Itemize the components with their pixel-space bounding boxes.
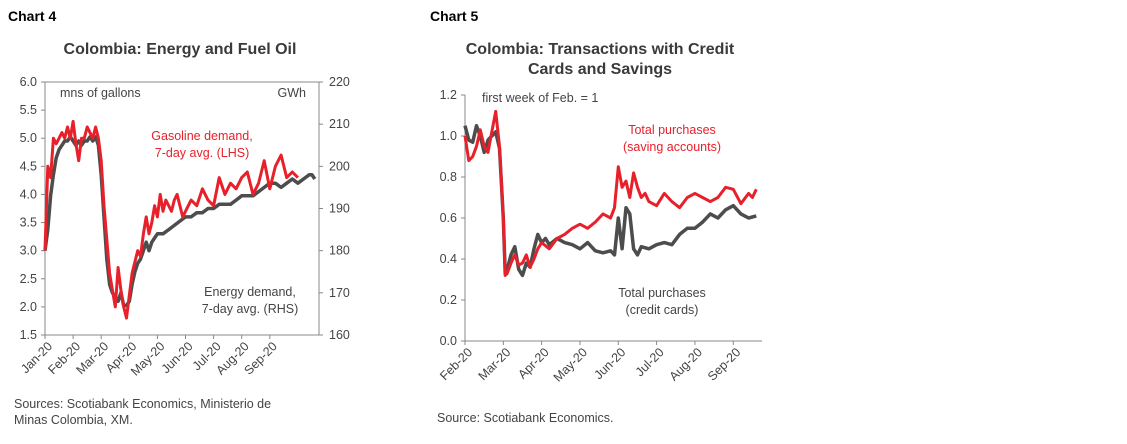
chart5-title-line2: Cards and Savings [527, 61, 673, 78]
chart4-ytick-right-label: 160 [329, 328, 350, 342]
chart4-ylabel-left: mns of gallons [60, 86, 141, 100]
chart5-ytick-label: 0.4 [440, 252, 457, 266]
chart5-ytick-label: 0.6 [440, 211, 457, 225]
chart5-xtick-label: Mar-20 [476, 345, 514, 383]
chart5-savings-label-1: Total purchases [628, 123, 716, 137]
chart4-source-line2: Minas Colombia, XM. [14, 413, 133, 427]
chart4-ytick-right-label: 200 [329, 159, 350, 173]
chart5-xtick-label: Apr-20 [515, 345, 551, 381]
chart4-ytick-right-label: 190 [329, 202, 350, 216]
chart4-series-energy [43, 135, 317, 308]
chart5: 0.0 0.2 0.4 0.6 0.8 1.0 1.2 Feb-20 Mar-20 Apr-20… [437, 88, 762, 385]
chart5-ytick-label: 1.2 [440, 88, 457, 102]
chart5-ytick-label: 0.2 [440, 293, 457, 307]
chart4-ytick-right-label: 210 [329, 117, 350, 131]
chart4-label: Chart 4 [8, 8, 57, 24]
chart4-ytick-left-label: 4.5 [20, 159, 37, 173]
chart4-ytick-left-label: 2.5 [20, 272, 37, 286]
chart5-series [463, 109, 758, 278]
chart4-ytick-left-label: 2.0 [20, 300, 37, 314]
chart5-title: Colombia: Transactions with Credit Cards… [430, 40, 770, 80]
chart4-ytick-right-label: 220 [329, 75, 350, 89]
chart4-yticks-left: 1.5 2.0 2.5 3.0 3.5 4.0 4.5 5.0 5.5 6.0 [20, 75, 45, 342]
chart5-xtick-label: Jul-20 [633, 345, 667, 379]
chart4-source: Sources: Scotiabank Economics, Ministeri… [14, 396, 271, 428]
chart5-xtick-label: May-20 [551, 345, 590, 384]
chart4-ytick-left-label: 1.5 [20, 328, 37, 342]
chart4: 1.5 2.0 2.5 3.0 3.5 4.0 4.5 5.0 5.5 6.0 160 170 180… [18, 75, 350, 379]
chart4-ytick-left-label: 3.5 [20, 216, 37, 230]
chart5-ytick-label: 1.0 [440, 129, 457, 143]
chart4-ytick-left-label: 3.0 [20, 244, 37, 258]
chart4-ytick-left-label: 6.0 [20, 75, 37, 89]
chart5-xtick-label: Aug-20 [667, 345, 705, 383]
chart4-ytick-right-label: 170 [329, 286, 350, 300]
chart4-ytick-left-label: 5.5 [20, 103, 37, 117]
chart4-series-gasoline [43, 119, 299, 320]
chart4-xticks: Jan-20Feb-20Mar-20Apr-20May-20Jun-20Jul-… [18, 335, 280, 379]
chart5-xtick-label: Feb-20 [437, 345, 475, 383]
chart4-yticks-right: 160 170 180 190 200 210 220 [319, 75, 350, 342]
chart4-energy-label-2: 7-day avg. (RHS) [202, 302, 299, 316]
chart4-ytick-left-label: 5.0 [20, 131, 37, 145]
chart5-xtick-label: Sep-20 [705, 345, 743, 383]
chart4-source-line1: Sources: Scotiabank Economics, Ministeri… [14, 397, 272, 411]
chart5-title-line1: Colombia: Transactions with Credit [465, 41, 735, 58]
chart4-gasoline-label-2: 7-day avg. (LHS) [155, 146, 249, 160]
chart4-energy-label-1: Energy demand, [204, 285, 296, 299]
chart5-xtick-label: Jun-20 [591, 345, 628, 382]
chart5-yticks: 0.0 0.2 0.4 0.6 0.8 1.0 1.2 [440, 88, 465, 348]
chart4-xtick-label: Jun-20 [159, 339, 196, 376]
chart5-credit-label-1: Total purchases [618, 286, 706, 300]
chart4-ytick-left-label: 4.0 [20, 187, 37, 201]
chart5-series-savings [463, 109, 758, 277]
chart5-ytick-label: 0.8 [440, 170, 457, 184]
chart5-ylabel: first week of Feb. = 1 [482, 91, 598, 105]
chart4-series [43, 119, 317, 320]
chart5-savings-label-2: (saving accounts) [623, 140, 721, 154]
chart5-source: Source: Scotiabank Economics. [437, 411, 614, 425]
chart5-ytick-label: 0.0 [440, 334, 457, 348]
chart4-ylabel-right: GWh [278, 86, 307, 100]
chart4-xtick-label: Mar-20 [73, 339, 111, 377]
chart4-title: Colombia: Energy and Fuel Oil [63, 41, 297, 58]
chart5-credit-label-2: (credit cards) [626, 303, 699, 317]
chart4-ytick-right-label: 180 [329, 244, 350, 258]
chart4-gasoline-label-1: Gasoline demand, [151, 129, 252, 143]
chart5-label: Chart 5 [430, 8, 479, 24]
